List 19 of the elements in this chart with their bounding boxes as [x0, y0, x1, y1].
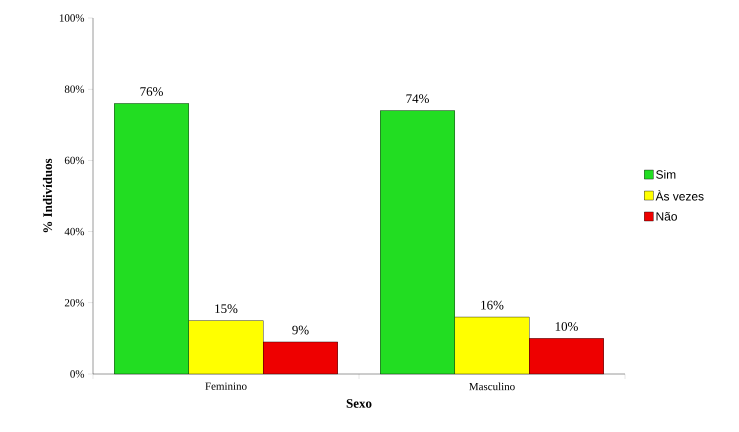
x-tick-label: Masculino — [469, 382, 515, 390]
data-label: 76% — [140, 87, 163, 96]
y-tick-label: 60% — [64, 156, 84, 164]
x-axis-title: Sexo — [346, 399, 372, 408]
y-axis-title: % Indivíduos — [42, 158, 52, 232]
y-tick-label: 20% — [64, 299, 84, 307]
data-label: 9% — [292, 326, 309, 334]
y-tick-label: 80% — [64, 85, 84, 93]
y-tick-label: 40% — [64, 228, 84, 236]
y-tick-label: 100% — [60, 14, 84, 22]
data-label: 10% — [556, 322, 578, 331]
data-label: 16% — [481, 300, 504, 310]
data-label: 74% — [406, 94, 429, 104]
legend-label: Não — [656, 212, 677, 221]
data-label: 15% — [215, 304, 238, 314]
legend-label: Às vezes — [656, 190, 704, 201]
y-tick-label: 0% — [70, 370, 84, 378]
x-tick-label: Feminino — [205, 382, 247, 390]
legend-label: Sim — [656, 170, 676, 179]
